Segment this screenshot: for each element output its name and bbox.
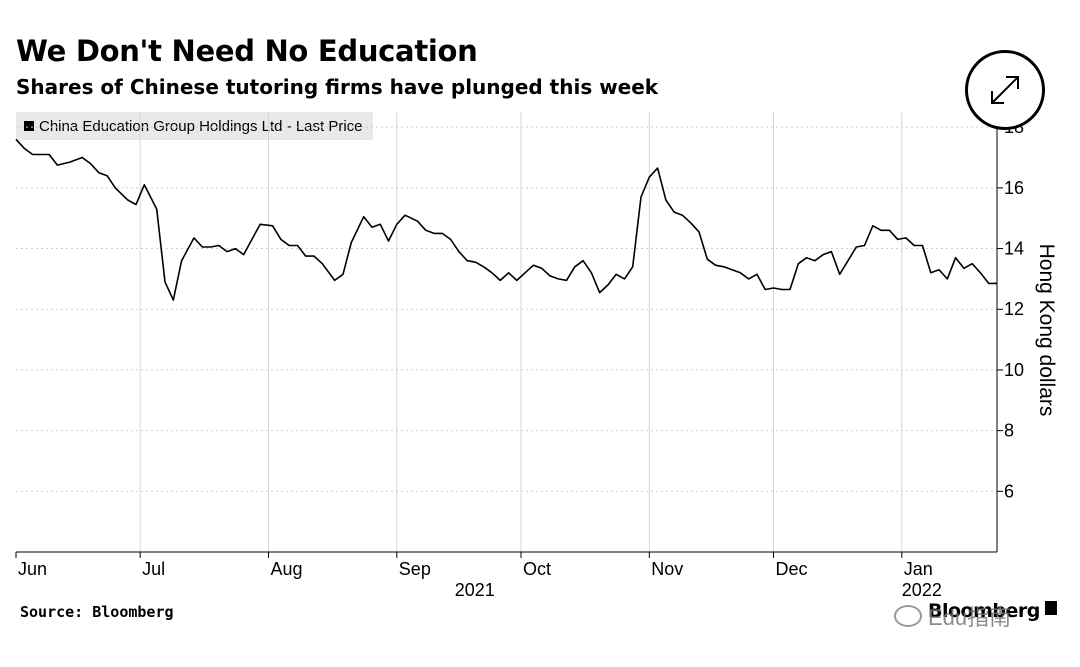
wechat-icon (894, 605, 922, 627)
brand-mark-icon (1045, 601, 1057, 615)
series-line (15, 138, 997, 301)
expand-arrows-icon (991, 76, 1019, 104)
legend: China Education Group Holdings Ltd - Las… (16, 112, 373, 140)
legend-label: China Education Group Holdings Ltd - Las… (39, 117, 363, 135)
brand-logo: Bloomberg (928, 600, 1040, 622)
x-tick-label: Jan (904, 559, 933, 579)
y-tick-label: 10 (1004, 360, 1024, 380)
watermark-text: Edu指南 (928, 605, 1012, 630)
x-tick-label: Jul (142, 559, 165, 579)
chart-title: We Don't Need No Education (16, 34, 478, 68)
expand-button[interactable] (965, 50, 1045, 130)
legend-swatch-icon (24, 121, 34, 131)
x-tick-label: Dec (775, 559, 807, 579)
x-tick-label: Sep (399, 559, 431, 579)
x-tick-label: Nov (651, 559, 683, 579)
y-tick-label: 8 (1004, 421, 1014, 441)
x-tick-label: Oct (523, 559, 551, 579)
chart-subtitle: Shares of Chinese tutoring firms have pl… (16, 75, 659, 99)
y-tick-label: 12 (1004, 299, 1024, 319)
y-axis-title: Hong Kong dollars (1035, 244, 1058, 417)
y-tick-label: 6 (1004, 481, 1014, 501)
source-note: Source: Bloomberg (20, 603, 174, 621)
y-tick-label: 16 (1004, 178, 1024, 198)
x-year-label: 2021 (455, 580, 495, 600)
x-tick-label: Jun (18, 559, 47, 579)
x-tick-label: Aug (270, 559, 302, 579)
watermark: Edu指南 (894, 600, 1011, 632)
y-tick-label: 14 (1004, 239, 1024, 259)
x-year-label: 2022 (902, 580, 942, 600)
